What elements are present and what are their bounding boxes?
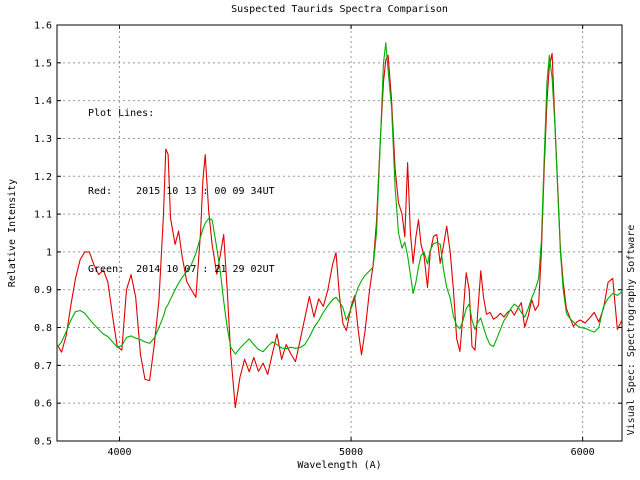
y-tick-label: 0.9 bbox=[34, 285, 52, 296]
chart-title: Suspected Taurids Spectra Comparison bbox=[231, 4, 448, 15]
y-tick-label: 1 bbox=[46, 247, 52, 258]
y-tick-label: 1.5 bbox=[34, 58, 52, 69]
x-tick-label: 6000 bbox=[571, 447, 595, 458]
legend-heading: Plot Lines: bbox=[88, 108, 155, 119]
y-tick-label: 0.7 bbox=[34, 361, 52, 372]
y-tick-label: 1.6 bbox=[34, 21, 52, 32]
y-tick-label: 0.6 bbox=[34, 399, 52, 410]
x-tick-label: 5000 bbox=[339, 447, 363, 458]
legend-red-entry: Red: 2015 10 13 : 00 09 34UT bbox=[88, 186, 275, 197]
y-tick-label: 1.4 bbox=[34, 96, 52, 107]
y-tick-label: 1.1 bbox=[34, 210, 52, 221]
y-tick-label: 1.2 bbox=[34, 172, 52, 183]
y-tick-label: 1.3 bbox=[34, 134, 52, 145]
x-tick-label: 4000 bbox=[107, 447, 131, 458]
y-axis-label: Relative Intensity bbox=[7, 178, 18, 288]
legend-green-entry: Green: 2014 10 07 : 21 29 02UT bbox=[88, 264, 275, 275]
software-watermark: Visual Spec: Spectrography Software bbox=[626, 224, 637, 436]
y-tick-label: 0.8 bbox=[34, 323, 52, 334]
plot-legend: Plot Lines: Red: 2015 10 13 : 00 09 34UT… bbox=[88, 49, 275, 335]
axis-frame bbox=[56, 24, 623, 442]
green-series-line bbox=[56, 42, 623, 355]
y-tick-label: 0.5 bbox=[34, 437, 52, 448]
x-axis-label: Wavelength (A) bbox=[297, 460, 382, 471]
